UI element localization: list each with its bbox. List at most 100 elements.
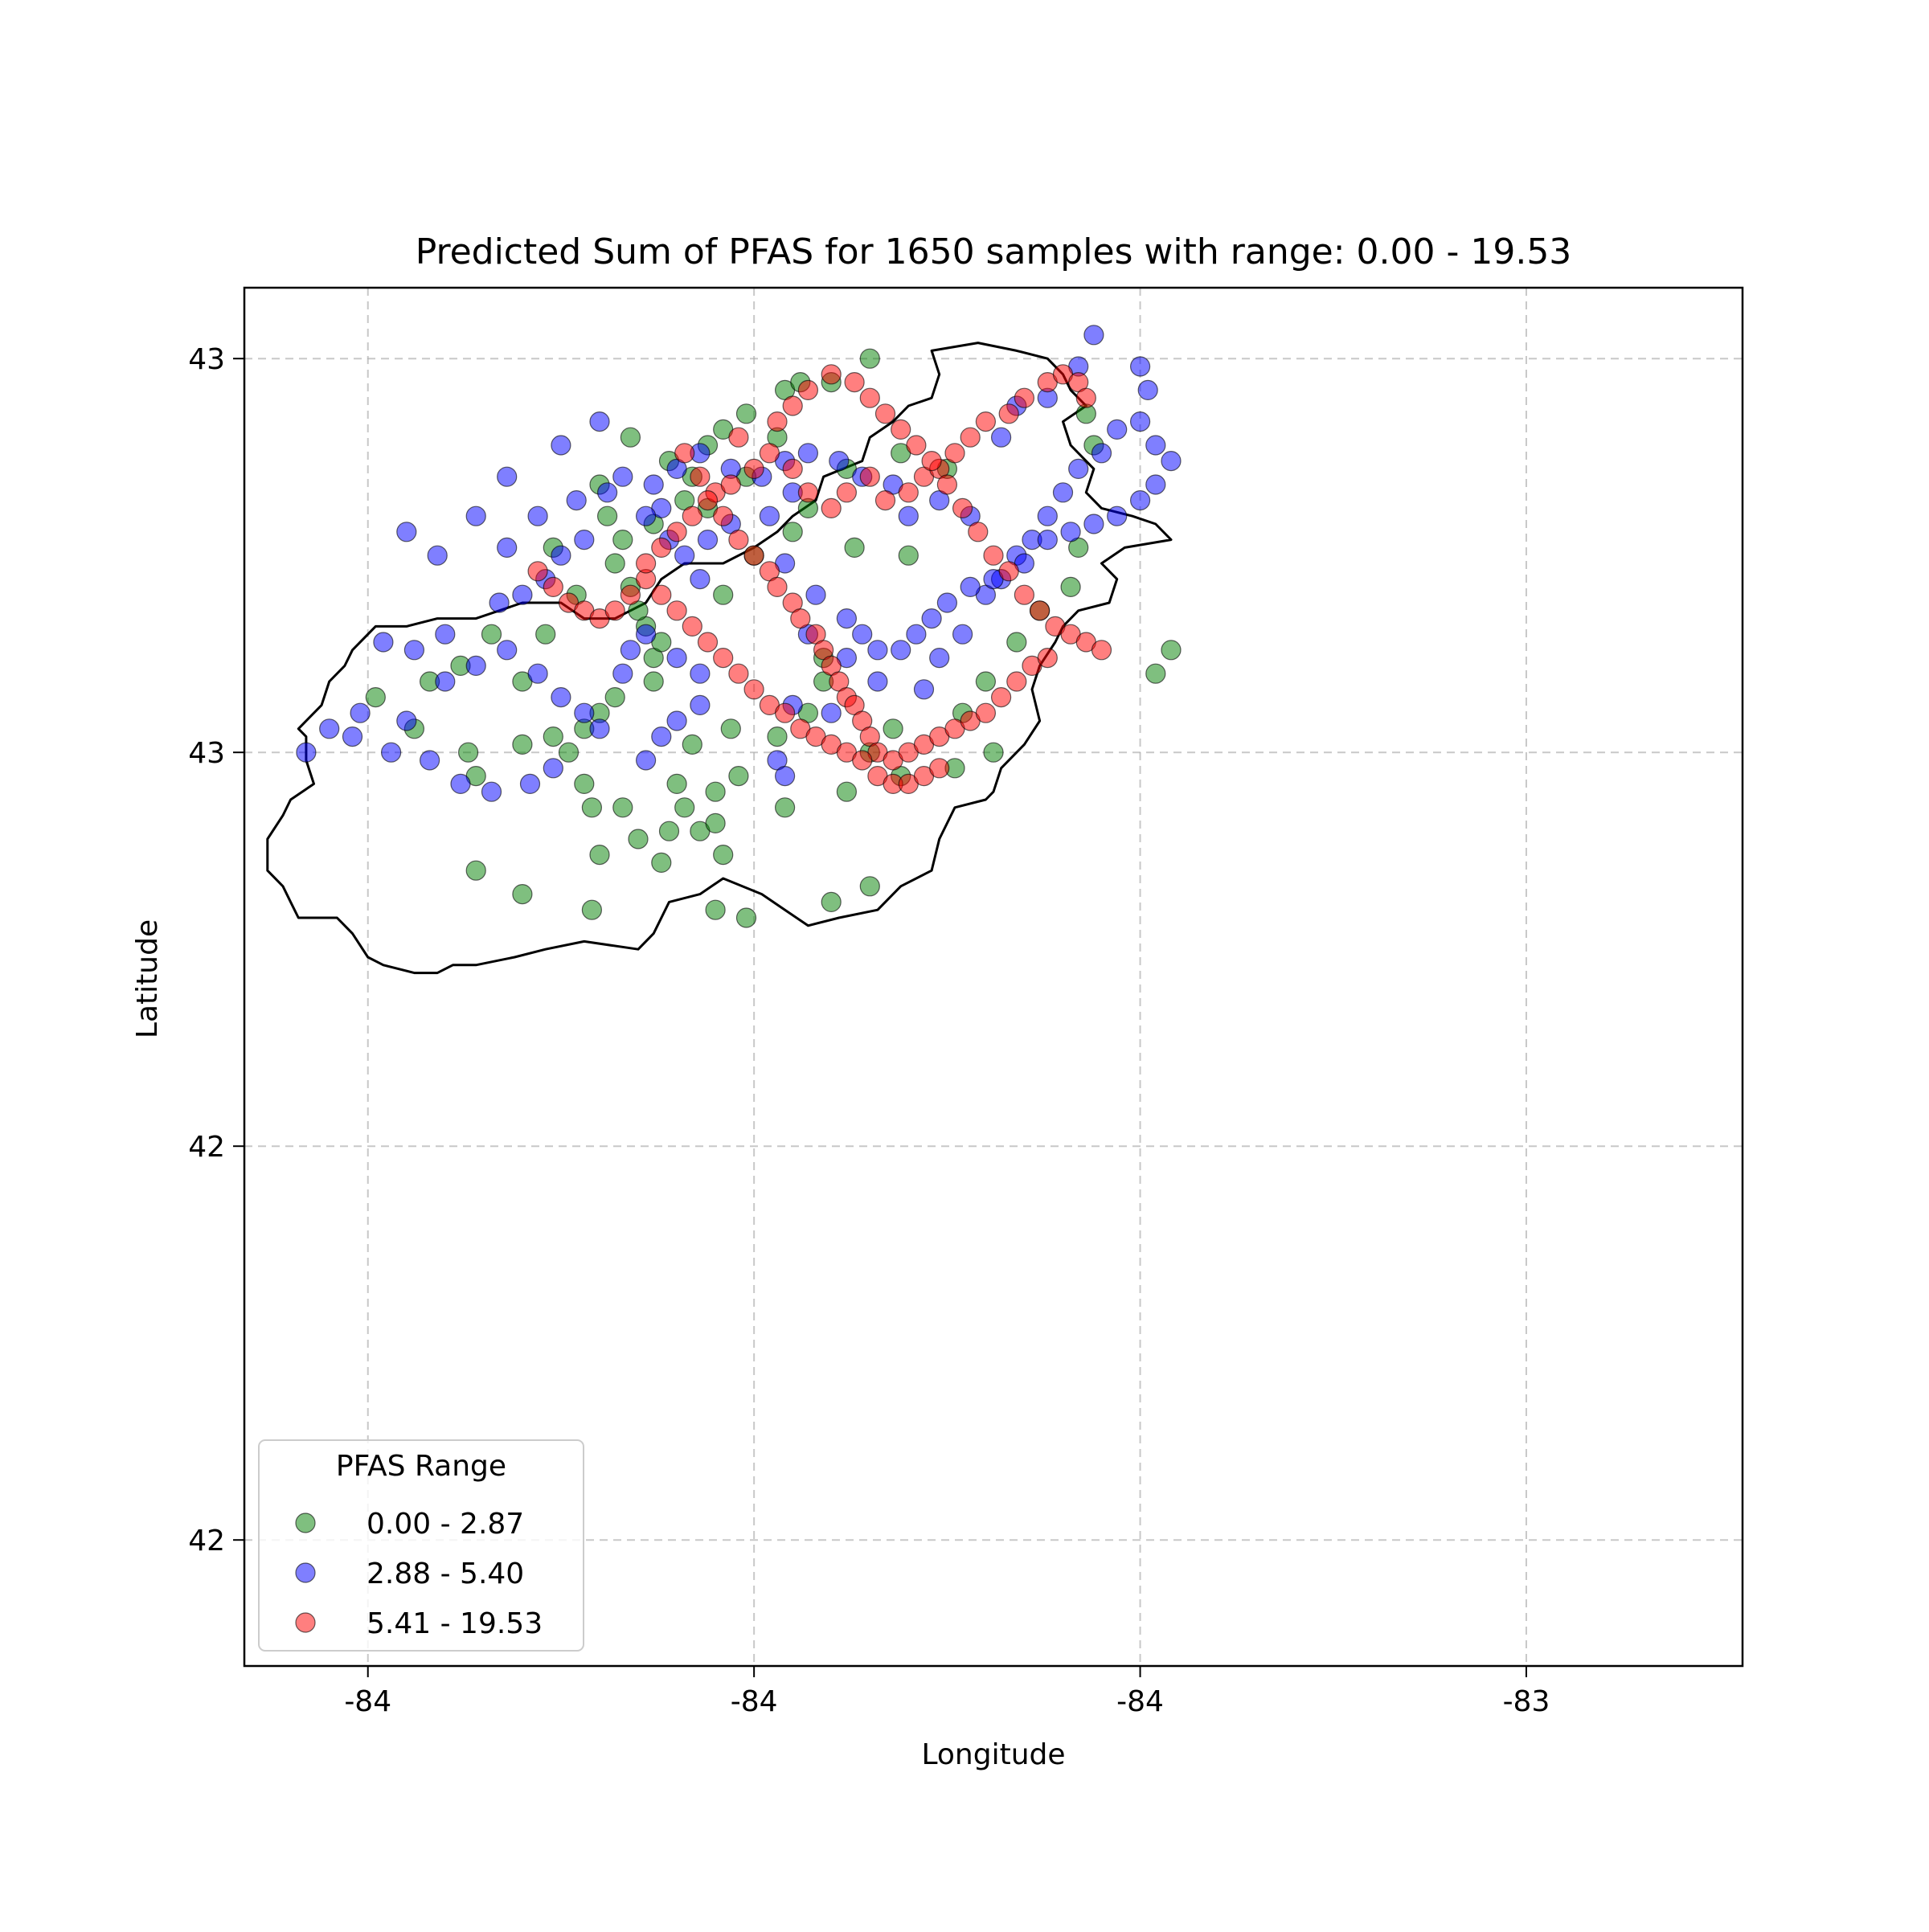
data-point [497,537,518,559]
data-point [419,750,440,771]
data-point [551,686,571,708]
data-point [1091,443,1112,464]
data-point [705,813,726,834]
data-point [929,758,950,779]
data-point [635,506,657,526]
data-point [497,466,518,487]
data-point [519,773,541,795]
data-point [859,348,880,369]
data-point [489,592,510,613]
data-point [373,632,394,653]
data-point [859,466,880,487]
legend-label: 5.41 - 19.53 [367,1607,543,1640]
data-point [705,899,726,920]
data-point [759,443,780,464]
data-point [913,679,935,700]
data-point [705,781,726,802]
data-point [319,718,340,739]
data-point [651,584,672,605]
data-point [1129,489,1151,511]
data-point [859,387,880,408]
data-point [805,584,826,605]
data-point [403,640,425,661]
legend: PFAS Range 0.00 - 2.87 2.88 - 5.40 5.41 - … [258,1439,584,1652]
data-point [867,671,888,692]
plot-area-frame [243,286,1744,1668]
y-tick-label: 43 [188,343,225,376]
data-point [666,647,687,669]
data-point [674,443,695,464]
data-point [759,506,780,526]
data-point [990,686,1012,708]
legend-label: 0.00 - 2.87 [367,1508,524,1541]
data-point [628,829,649,849]
data-point [874,403,896,424]
data-point [1006,632,1027,653]
data-point [651,852,672,874]
data-point [612,466,633,487]
data-point [527,506,548,526]
data-point [527,561,548,582]
data-point [612,529,633,551]
data-point [1060,576,1081,598]
data-point [465,506,486,526]
data-point [674,797,695,818]
data-point [435,671,456,692]
data-point [543,758,563,779]
data-point [457,742,479,763]
data-point [852,624,873,645]
data-point [620,427,641,448]
legend-marker [295,1612,316,1633]
data-point [929,647,950,669]
data-point [983,545,1004,566]
data-point [1161,450,1182,472]
data-point [396,710,417,731]
data-point [1052,482,1074,503]
grid-lines [244,288,1743,1666]
data-point [674,545,695,566]
data-point [512,584,533,605]
data-point [975,411,997,432]
data-point [1129,411,1151,432]
data-point [450,773,471,795]
data-point [891,419,911,440]
data-point [1060,522,1081,542]
data-point [427,545,448,566]
data-point [743,679,764,700]
data-point [743,545,764,566]
data-point [612,663,633,684]
data-point [581,797,603,818]
data-point [596,506,618,526]
data-point [1037,529,1058,551]
data-point [635,553,657,574]
data-point [682,734,702,755]
data-point [960,427,981,448]
data-point [558,742,580,763]
data-point [512,883,533,905]
data-point [666,600,687,621]
data-point [1083,325,1104,346]
data-point [1145,474,1166,495]
chart-title: Predicted Sum of PFAS for 1650 samples w… [416,231,1572,272]
data-point [350,702,371,723]
data-point [481,624,502,645]
data-point [566,489,587,511]
data-point [952,497,973,519]
data-point [728,529,749,551]
data-point [836,608,858,629]
data-point [836,482,858,503]
data-point [720,718,741,739]
data-point [898,506,919,526]
data-point [497,640,518,661]
data-point [589,718,610,739]
data-point [821,497,842,519]
data-point [898,545,919,566]
data-point [797,482,819,503]
x-tick-label: -84 [1116,1685,1164,1718]
data-point [936,592,958,613]
data-point [859,876,880,897]
data-point [921,450,942,472]
x-tick-label: -84 [344,1685,391,1718]
data-point [1068,458,1089,480]
